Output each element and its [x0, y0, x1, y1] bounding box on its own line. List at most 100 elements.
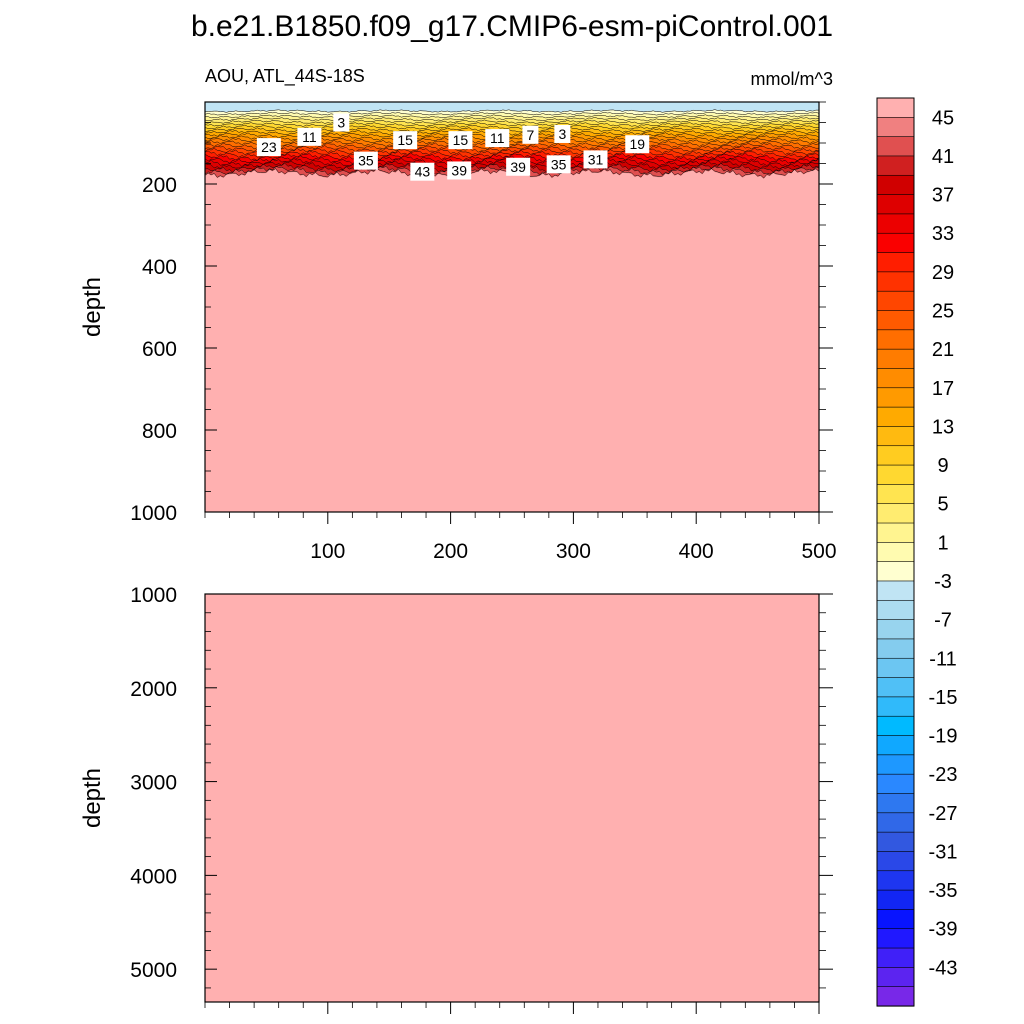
- colorbar-frame: [876, 97, 915, 1007]
- colorbar-swatch: [876, 406, 915, 428]
- contour-band: [205, 168, 819, 179]
- colorbar-label: 13: [932, 416, 954, 438]
- contour-label: 15: [448, 131, 473, 150]
- contour-band: [205, 145, 819, 156]
- colorbar-swatch: [876, 348, 915, 370]
- colorbar-label: -15: [929, 687, 958, 709]
- colorbar-swatch: [876, 831, 915, 853]
- contour-label-box: [393, 131, 418, 150]
- contour-label-text: 11: [490, 130, 505, 146]
- contour-label: 11: [297, 127, 322, 146]
- colorbar-label: 45: [932, 107, 954, 129]
- contour-label-text: 35: [358, 153, 374, 169]
- contour-label-text: 35: [551, 156, 567, 172]
- x-tick-label: 300: [556, 540, 591, 563]
- colorbar-swatch: [876, 174, 915, 196]
- contour-band: [205, 142, 819, 153]
- colorbar-swatch: [876, 638, 915, 659]
- colorbar-label: -11: [929, 648, 956, 670]
- contour-line: [205, 124, 819, 130]
- y-tick-label: 800: [142, 420, 177, 443]
- colorbar-swatch: [876, 677, 915, 698]
- contour-line: [205, 114, 819, 119]
- y-tick-label: 600: [142, 338, 177, 361]
- colorbar-swatch: [876, 619, 915, 640]
- contour-label-text: 3: [558, 126, 566, 142]
- colorbar-swatch: [876, 715, 915, 737]
- contour-label: 39: [506, 157, 531, 176]
- contour-line: [205, 145, 819, 153]
- lower-panel: 1000 2000 3000 4000 5000 depth: [79, 584, 833, 1014]
- contour-label-box: [506, 157, 531, 176]
- contour-band: [205, 160, 819, 173]
- contour-line: [205, 111, 819, 116]
- contour-label: 35: [353, 151, 378, 170]
- contour-label: 31: [583, 150, 608, 169]
- y-tick-label: 200: [142, 174, 177, 197]
- colorbar-swatch: [876, 97, 915, 118]
- contour-label-text: 7: [527, 127, 535, 143]
- contour-band: [205, 127, 819, 136]
- colorbar-label: -43: [929, 957, 958, 979]
- panel-subtitle: AOU, ATL_44S-18S: [205, 66, 365, 87]
- colorbar-swatch: [876, 870, 915, 891]
- colorbar-swatch: [876, 484, 915, 505]
- colorbar-swatch: [876, 696, 915, 717]
- colorbar-swatch: [876, 657, 915, 679]
- colorbar-swatch: [876, 754, 915, 775]
- colorbar-swatch: [876, 426, 915, 447]
- colorbar-swatch: [876, 793, 915, 814]
- colorbar-label: 9: [937, 455, 948, 477]
- figure-title: b.e21.B1850.f09_g17.CMIP6-esm-piControl.…: [191, 10, 833, 43]
- colorbar-swatch: [876, 909, 915, 930]
- colorbar-label: -27: [929, 803, 958, 825]
- contour-band: [205, 155, 819, 167]
- contour-line: [205, 147, 819, 156]
- colorbar-label: -7: [934, 610, 952, 632]
- colorbar-swatch: [876, 464, 915, 485]
- colorbar-swatch: [876, 735, 915, 756]
- contour-line: [205, 117, 819, 122]
- colorbar-swatch: [876, 232, 915, 254]
- contour-label-text: 43: [415, 164, 431, 180]
- contour-label: 3: [333, 113, 350, 132]
- y-tick-label: 5000: [130, 959, 177, 982]
- colorbar-swatch: [876, 445, 915, 466]
- colorbar-swatch: [876, 503, 915, 524]
- colorbar-label: -23: [929, 764, 958, 786]
- colorbar-label: -35: [929, 880, 958, 902]
- colorbar-label: 29: [932, 262, 954, 284]
- contour-label-text: 39: [510, 159, 526, 175]
- y-tick-label: 400: [142, 256, 177, 279]
- colorbar-swatch: [876, 967, 915, 988]
- y-tick-label: 1000: [130, 502, 177, 525]
- contour-label: 23: [256, 138, 281, 157]
- colorbar-swatch: [876, 136, 915, 157]
- colorbar-swatch: [876, 599, 915, 621]
- colorbar-swatch: [876, 290, 915, 312]
- colorbar-swatch: [876, 387, 915, 408]
- colorbar-swatch: [876, 851, 915, 872]
- y-tick-label: 1000: [130, 584, 177, 607]
- contour-label-text: 19: [629, 136, 645, 152]
- contour-label: 39: [447, 161, 472, 180]
- colorbar-label: 41: [932, 146, 954, 168]
- colorbar-swatch: [876, 213, 915, 234]
- contour-label-box: [333, 113, 350, 132]
- colorbar-label: 37: [932, 185, 954, 207]
- colorbar-swatch: [876, 329, 915, 350]
- upper-axes: 200 400 600 800 1000 100 200 300 400 500: [130, 101, 837, 563]
- contour-band: [205, 119, 819, 127]
- colorbar: 45 41 37 33 29 25 21 17 13 9 5 1 -3 -7 -11 -15 -19 -23 -27…: [876, 97, 958, 1007]
- contour-label-box: [410, 162, 435, 181]
- contour-label-text: 23: [261, 139, 277, 155]
- colorbar-swatch: [876, 561, 915, 582]
- colorbar-label: 1: [937, 532, 948, 554]
- contour-label-text: 3: [337, 115, 345, 131]
- contour-label-text: 39: [451, 162, 467, 178]
- x-tick-label: 500: [801, 540, 836, 563]
- contour-band: [205, 114, 819, 121]
- colorbar-label: 25: [932, 301, 954, 323]
- lower-panel-frame: [204, 593, 820, 1003]
- colorbar-swatch: [876, 271, 915, 292]
